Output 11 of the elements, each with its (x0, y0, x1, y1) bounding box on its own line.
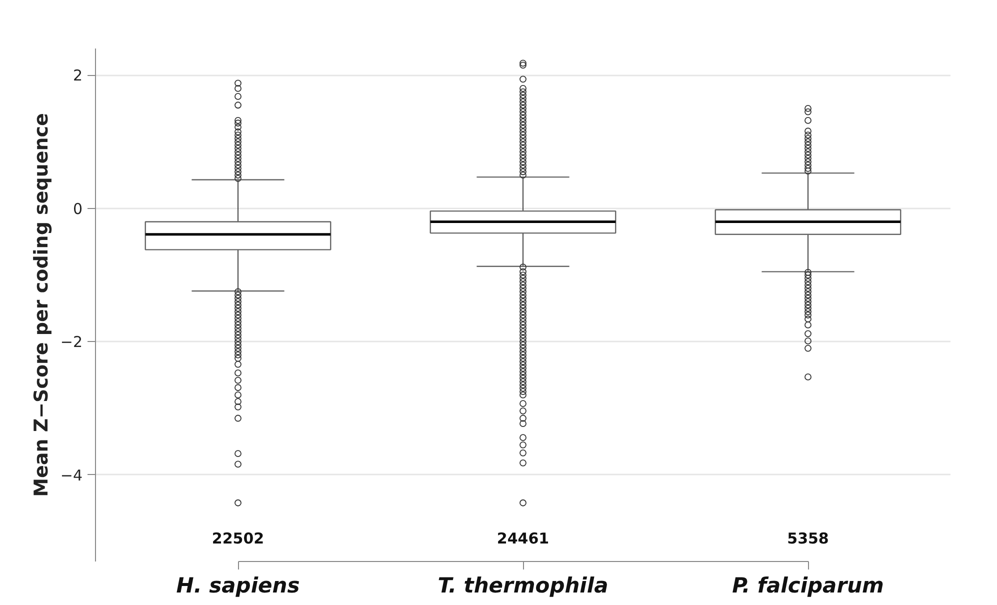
y-tick-label: −2 (60, 333, 83, 352)
y-axis-title: Mean Z−Score per coding sequence (30, 113, 52, 497)
y-tick-label: −4 (60, 466, 83, 484)
annotation: 24461 (496, 530, 550, 548)
x-tick-label: T. thermophila (438, 574, 608, 598)
x-tick-label: H. sapiens (176, 574, 300, 598)
y-tick-label: 0 (72, 200, 83, 218)
x-tick-label: P. falciparum (732, 574, 884, 598)
y-tick-label: 2 (72, 66, 83, 85)
annotation: 22502 (212, 530, 264, 548)
annotation: 5358 (787, 530, 829, 548)
